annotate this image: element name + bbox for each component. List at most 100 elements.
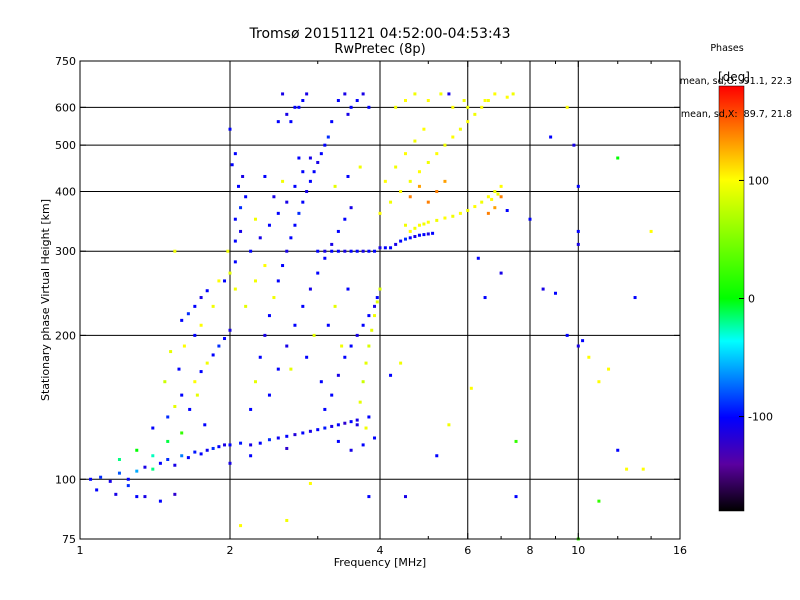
data-point (249, 249, 253, 253)
data-point (193, 304, 197, 308)
data-point (435, 152, 439, 156)
data-point (272, 296, 276, 300)
data-point (413, 235, 417, 239)
data-point (272, 195, 276, 199)
data-point (258, 441, 262, 445)
data-point (451, 214, 455, 218)
colorbar-tick-label: -100 (748, 411, 773, 424)
data-point (230, 163, 234, 167)
data-point (346, 174, 350, 178)
data-point (333, 184, 337, 188)
data-point (211, 353, 215, 357)
data-point (301, 304, 305, 308)
data-point (355, 99, 359, 103)
data-point (158, 499, 162, 503)
data-point (199, 452, 203, 456)
data-point (308, 287, 312, 291)
data-point (163, 380, 167, 384)
data-point (443, 216, 447, 220)
data-point (466, 120, 470, 124)
data-point (276, 211, 280, 215)
data-point (228, 461, 232, 465)
data-point (323, 249, 327, 253)
data-point (151, 426, 155, 430)
data-point (308, 481, 312, 485)
data-point (293, 323, 297, 327)
x-tick-label: 10 (571, 544, 585, 557)
axis-ticks: 1 2 4 6 8 10 16 75 100 200 300 400 500 600 750 (55, 55, 687, 557)
data-point (480, 200, 484, 204)
data-point (451, 135, 455, 139)
data-point (514, 439, 518, 443)
data-point (403, 99, 407, 103)
data-point (319, 152, 323, 156)
data-point (249, 454, 253, 458)
data-point (323, 143, 327, 147)
data-point (426, 160, 430, 164)
data-point (597, 380, 601, 384)
chart-title: Tromsø 20151121 04:52:00-04:53:43 (249, 26, 511, 42)
colorbar-ticks: 100 0 -100 (739, 174, 773, 424)
data-point (375, 300, 379, 304)
data-point (597, 499, 601, 503)
data-point (180, 431, 184, 435)
data-point (177, 367, 181, 371)
data-point (408, 229, 412, 233)
data-point (193, 333, 197, 337)
data-point (458, 127, 462, 131)
data-point (308, 179, 312, 183)
data-point (336, 423, 340, 427)
data-point (346, 112, 350, 116)
data-point (349, 206, 353, 210)
data-point (367, 314, 371, 318)
data-point (343, 355, 347, 359)
data-point (236, 184, 240, 188)
data-point (173, 492, 177, 496)
data-point (143, 465, 147, 469)
data-point (253, 380, 257, 384)
data-point (447, 92, 451, 96)
data-point (330, 249, 334, 253)
chart-subtitle: RwPretec (8p) (334, 42, 426, 57)
data-point (373, 249, 377, 253)
x-tick-label: 8 (527, 544, 534, 557)
data-point (435, 218, 439, 222)
data-point (276, 120, 280, 124)
data-point (403, 223, 407, 227)
phase-stats-x: mean, sd,X: 89.7, 21.8 (680, 109, 792, 120)
data-point (486, 99, 490, 103)
data-point (383, 246, 387, 250)
data-point (253, 217, 257, 221)
data-point (373, 314, 377, 318)
data-point (223, 443, 227, 447)
grid-lines (80, 61, 680, 539)
data-point (330, 120, 334, 124)
data-point (312, 170, 316, 174)
data-point (367, 344, 371, 348)
data-point (336, 249, 340, 253)
data-point (361, 92, 365, 96)
data-point (336, 99, 340, 103)
data-point (361, 443, 365, 447)
data-point (565, 333, 569, 337)
data-point (126, 484, 130, 488)
data-point (135, 469, 139, 473)
data-point (496, 192, 500, 196)
data-point (389, 200, 393, 204)
data-point (389, 246, 393, 250)
data-point (258, 355, 262, 359)
data-point (263, 264, 267, 268)
data-point (95, 488, 99, 492)
data-point (99, 475, 103, 479)
data-point (289, 120, 293, 124)
data-point (301, 99, 305, 103)
data-point (576, 229, 580, 233)
data-point (408, 195, 412, 199)
data-point (330, 424, 334, 428)
data-point (349, 448, 353, 452)
data-point (486, 195, 490, 199)
data-point (326, 135, 330, 139)
data-point (293, 223, 297, 227)
data-point (199, 370, 203, 374)
y-tick-label: 500 (55, 139, 76, 152)
